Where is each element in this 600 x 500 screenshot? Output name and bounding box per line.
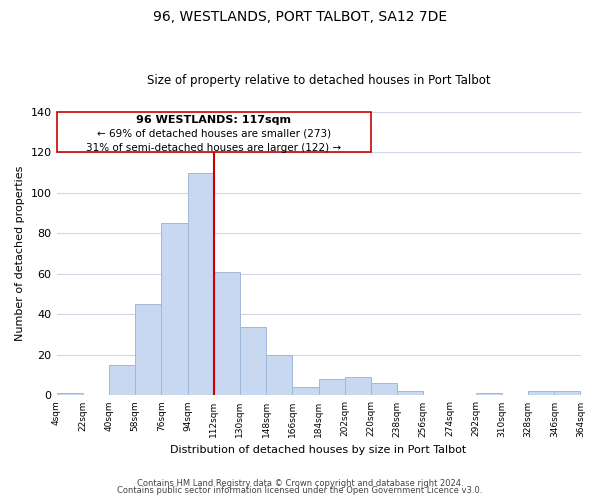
X-axis label: Distribution of detached houses by size in Port Talbot: Distribution of detached houses by size …	[170, 445, 467, 455]
Bar	[188, 172, 214, 396]
Text: 31% of semi-detached houses are larger (122) →: 31% of semi-detached houses are larger (…	[86, 143, 341, 153]
Text: Contains HM Land Registry data © Crown copyright and database right 2024.: Contains HM Land Registry data © Crown c…	[137, 478, 463, 488]
Text: 96, WESTLANDS, PORT TALBOT, SA12 7DE: 96, WESTLANDS, PORT TALBOT, SA12 7DE	[153, 10, 447, 24]
Bar	[292, 388, 319, 396]
Bar	[266, 355, 292, 396]
Bar	[345, 377, 371, 396]
FancyBboxPatch shape	[56, 112, 371, 152]
Bar	[135, 304, 161, 396]
Bar	[214, 272, 240, 396]
Bar	[56, 394, 83, 396]
Text: Contains public sector information licensed under the Open Government Licence v3: Contains public sector information licen…	[118, 486, 482, 495]
Bar	[109, 365, 135, 396]
Text: ← 69% of detached houses are smaller (273): ← 69% of detached houses are smaller (27…	[97, 129, 331, 139]
Bar	[371, 384, 397, 396]
Text: 96 WESTLANDS: 117sqm: 96 WESTLANDS: 117sqm	[136, 115, 291, 125]
Bar	[319, 379, 345, 396]
Bar	[554, 392, 580, 396]
Bar	[397, 392, 424, 396]
Bar	[240, 326, 266, 396]
Title: Size of property relative to detached houses in Port Talbot: Size of property relative to detached ho…	[147, 74, 490, 87]
Bar	[161, 223, 188, 396]
Y-axis label: Number of detached properties: Number of detached properties	[15, 166, 25, 342]
Bar	[476, 394, 502, 396]
Bar	[528, 392, 554, 396]
